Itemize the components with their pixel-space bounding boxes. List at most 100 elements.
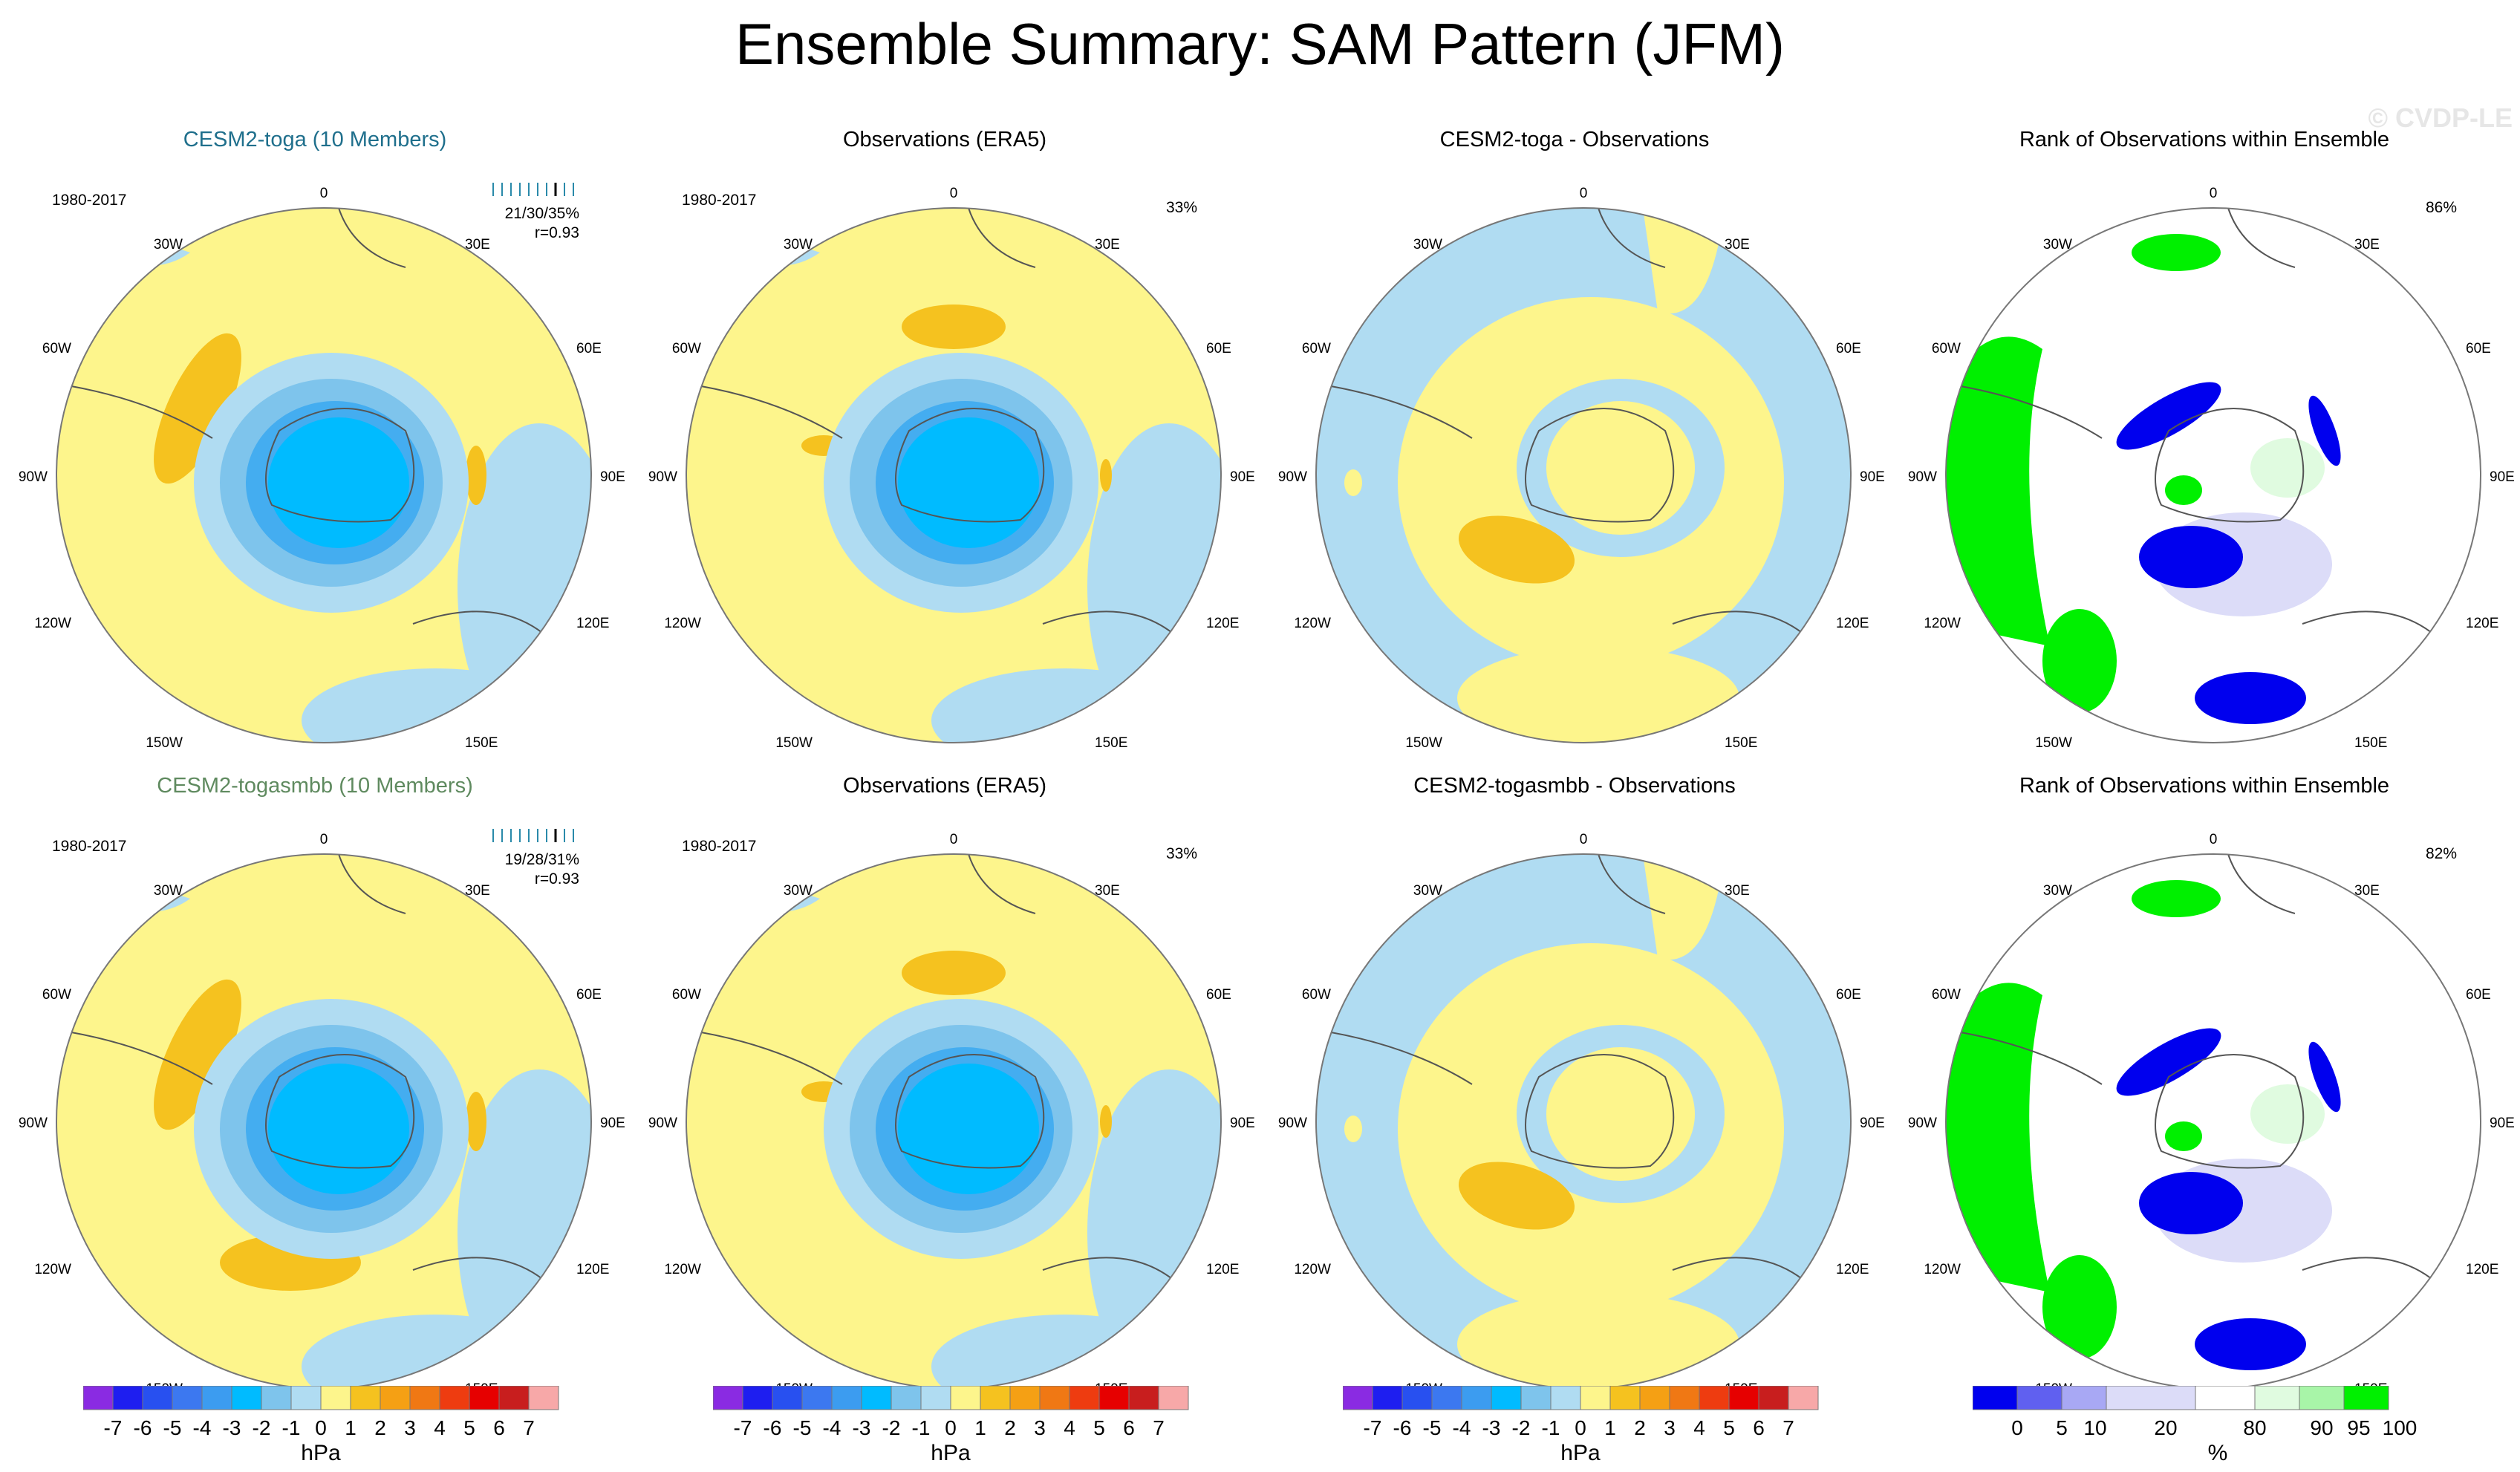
colorbar-tick-label: 5	[2056, 1416, 2068, 1439]
panel-diff-row1: CESM2-toga - Observations018030W30E60W60…	[1260, 111, 1889, 758]
colorbar-tick-label: 7	[523, 1416, 535, 1439]
lon-label-l60: 60W	[1302, 987, 1331, 1003]
colorbar-tick-label: 0	[945, 1416, 957, 1439]
panel-model-row2: CESM2-togasmbb (10 Members)018030W30E60W…	[0, 758, 630, 1404]
panel-obs-row1: Observations (ERA5)018030W30E60W60E90W90…	[630, 111, 1260, 758]
colorbar-swatch	[380, 1386, 411, 1410]
colorbar-swatch	[920, 1386, 951, 1410]
lon-label-l150: 150W	[1405, 735, 1442, 751]
colorbar-tick-label: 10	[2083, 1416, 2106, 1439]
colorbar-tick-label: -5	[793, 1416, 812, 1439]
lon-label-r60: 60E	[1206, 341, 1231, 356]
panel-title: CESM2-toga (10 Members)	[183, 128, 447, 152]
colorbar-swatch	[1431, 1386, 1462, 1410]
period-label: 1980-2017	[52, 192, 127, 209]
panel-title: CESM2-togasmbb - Observations	[1413, 774, 1736, 798]
lon-label-top: 0	[320, 832, 328, 847]
colorbar-swatch	[2299, 1386, 2345, 1410]
lon-label-r60: 60E	[2466, 341, 2491, 356]
polar-map: 018030W30E60W60E90W90E120W120E150W150E	[1278, 832, 1885, 1397]
colorbar-tick-label: -3	[1482, 1416, 1501, 1439]
lon-label-r120: 120E	[2466, 616, 2498, 631]
colorbar-swatch	[112, 1386, 143, 1410]
polar-map: 018030W30E60W60E90W90E120W120E150W150E	[1278, 186, 1885, 751]
colorbar-tick-label: -4	[823, 1416, 841, 1439]
colorbar-tick-label: 3	[1034, 1416, 1046, 1439]
lon-label-l120: 120W	[34, 1262, 71, 1277]
lon-label-top: 0	[2210, 832, 2218, 847]
colorbar-tick-label: 2	[374, 1416, 386, 1439]
colorbar-swatch	[2195, 1386, 2256, 1410]
colorbar-swatch	[498, 1386, 530, 1410]
lon-label-r30: 30E	[465, 237, 490, 253]
lon-label-l30: 30W	[154, 237, 183, 253]
period-label: 1980-2017	[52, 838, 127, 855]
lon-label-top: 0	[1580, 186, 1588, 201]
lon-label-l120: 120W	[664, 616, 701, 631]
colorbar-tick-label: -4	[193, 1416, 212, 1439]
lon-label-l120: 120W	[1924, 1262, 1961, 1277]
lon-label-l120: 120W	[1924, 616, 1961, 631]
lon-label-r90: 90E	[1230, 1116, 1255, 1131]
lon-label-r30: 30E	[1725, 883, 1750, 899]
panel-title: CESM2-togasmbb (10 Members)	[157, 774, 473, 798]
lon-label-r90: 90E	[600, 469, 625, 485]
colorbar-swatch	[350, 1386, 381, 1410]
period-label: 1980-2017	[682, 192, 757, 209]
colorbar-swatch	[528, 1386, 559, 1410]
lon-label-l90: 90W	[1908, 469, 1937, 485]
colorbar-swatch	[831, 1386, 862, 1410]
polar-map: 018030W30E60W60E90W90E120W120E150W150E	[19, 186, 625, 751]
colorbar-tick-label: 95	[2347, 1416, 2370, 1439]
main-title: Ensemble Summary: SAM Pattern (JFM)	[735, 11, 1785, 76]
colorbar-swatch	[713, 1386, 743, 1410]
panel-title: Rank of Observations within Ensemble	[2019, 128, 2390, 152]
lon-label-r90: 90E	[1860, 469, 1885, 485]
colorbar-tick-label: 80	[2243, 1416, 2266, 1439]
colorbar-units: hPa	[931, 1441, 971, 1465]
lon-label-top: 0	[2210, 186, 2218, 201]
colorbar-units: hPa	[1560, 1441, 1601, 1465]
lon-label-l150: 150W	[775, 735, 813, 751]
summary-line2: r=0.93	[534, 224, 579, 241]
colorbar-tick-label: -4	[1453, 1416, 1471, 1439]
colorbar-tick-label: 1	[1604, 1416, 1616, 1439]
panel-diff-row2: CESM2-togasmbb - Observations018030W30E6…	[1260, 758, 1889, 1404]
colorbar-tick-label: -7	[734, 1416, 752, 1439]
colorbar-swatch	[1788, 1386, 1819, 1410]
colorbar-swatch	[801, 1386, 833, 1410]
colorbar-swatch	[1639, 1386, 1670, 1410]
colorbar-swatch	[742, 1386, 773, 1410]
colorbar-tick-label: -1	[282, 1416, 301, 1439]
colorbar-tick-label: 2	[1634, 1416, 1646, 1439]
lon-label-l60: 60W	[672, 987, 701, 1003]
lon-label-r30: 30E	[2354, 237, 2380, 253]
lon-label-r90: 90E	[1860, 1116, 1885, 1131]
colorbar-2: -7 -6 -5 -4 -3 -2 -1 0 1 2 3 4 5 6 7 hPa	[713, 1386, 1189, 1465]
lon-label-r90: 90E	[1230, 469, 1255, 485]
lon-label-l30: 30W	[154, 883, 183, 899]
colorbar-swatch	[290, 1386, 322, 1410]
colorbar-swatch	[320, 1386, 351, 1410]
lon-label-l30: 30W	[1413, 237, 1442, 253]
colorbar-swatch	[1669, 1386, 1700, 1410]
lon-label-r120: 120E	[576, 616, 609, 631]
colorbar-swatch	[2254, 1386, 2300, 1410]
lon-label-l60: 60W	[1302, 341, 1331, 356]
lon-label-l120: 120W	[664, 1262, 701, 1277]
lon-label-r120: 120E	[2466, 1262, 2498, 1277]
colorbar-swatch	[1039, 1386, 1070, 1410]
colorbar-swatch	[172, 1386, 203, 1410]
colorbar-tick-label: 100	[2383, 1416, 2418, 1439]
lon-label-l60: 60W	[42, 341, 71, 356]
colorbar-tick-label: -2	[1512, 1416, 1531, 1439]
colorbar-swatch	[1128, 1386, 1159, 1410]
lon-label-top: 0	[950, 186, 958, 201]
colorbar-tick-label: -1	[1542, 1416, 1560, 1439]
colorbar-swatch	[2016, 1386, 2062, 1410]
colorbar-swatch	[1009, 1386, 1041, 1410]
colorbar-tick-label: 6	[1123, 1416, 1135, 1439]
colorbar-swatch	[83, 1386, 114, 1410]
summary-line1: 21/30/35%	[504, 205, 579, 222]
panel-title: Observations (ERA5)	[843, 774, 1046, 798]
